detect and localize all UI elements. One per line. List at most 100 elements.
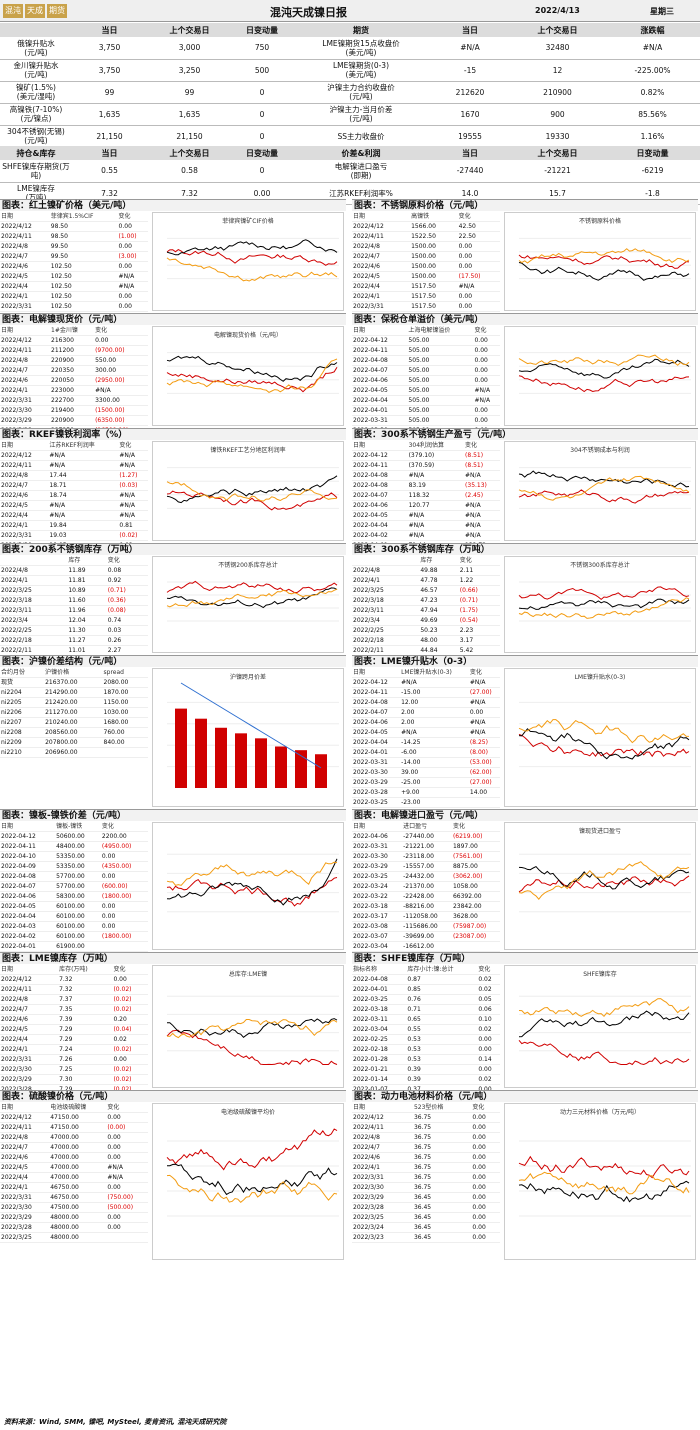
table-cell: 0.76 — [406, 994, 478, 1005]
table-cell: 0.00 — [468, 707, 500, 718]
table-cell: (3062.00) — [451, 871, 500, 882]
table-cell: 0.00 — [471, 1152, 500, 1163]
table-cell: 12.00 — [400, 697, 469, 708]
table-cell: 10.89 — [67, 585, 107, 596]
table-row: 2022/3/30 219400 (1500.00) — [0, 405, 148, 416]
series-line — [166, 249, 338, 266]
table-cell: 0.00 — [471, 1142, 500, 1153]
table-row: 2022-03-07 -39699.00 (23087.00) — [352, 931, 500, 942]
table-row: 2022/4/6 7.39 0.20 — [0, 1014, 148, 1025]
series-line — [166, 490, 338, 511]
table-row: 2022/4/4 102.50 #N/A — [0, 281, 148, 292]
table-cell: 0.00 — [106, 1132, 148, 1143]
table-row: 2022-04-08 505.00 0.00 — [352, 355, 500, 366]
table-cell: 2022/3/4 — [0, 615, 68, 626]
report-weekday: 星期三 — [650, 7, 674, 16]
table-cell: 760.00 — [102, 727, 148, 738]
table-row: 2022-03-29 -15557.00 8875.00 — [352, 861, 500, 872]
table-cell: 2022-04-07 — [352, 490, 408, 501]
series-line — [166, 257, 338, 282]
table-cell: 0.00 — [471, 1172, 500, 1183]
report-title: 混沌天成镍日报 — [270, 6, 347, 19]
table-header-cell: 库存 — [419, 556, 459, 566]
table-cell: 2022/4/7 — [0, 365, 51, 376]
series-line — [518, 875, 690, 893]
table-cell: 36.75 — [412, 1152, 472, 1163]
table-cell: 2022/3/30 — [0, 1202, 50, 1213]
panel-table: 日期 1#金川镍 变化 2022/4/12 216300 0.00 2022/4/11 211… — [0, 326, 148, 428]
table-cell: 0.53 — [406, 1034, 478, 1045]
table-cell: 2022/4/8 — [352, 565, 420, 576]
chart-title: 电解镍现货价格（元/吨） — [213, 332, 283, 339]
series-line — [518, 598, 690, 610]
table-cell: 2022/4/8 — [352, 1132, 413, 1143]
summary-cell: 500 — [232, 59, 292, 82]
summary-cell: -225.00% — [605, 59, 700, 82]
table-cell: 0.81 — [118, 520, 148, 531]
table-cell: #N/A — [464, 510, 500, 521]
table-cell: 0.02 — [112, 1034, 148, 1045]
table-header-cell: 江苏RKEF利润率 — [48, 441, 119, 451]
table-cell: 2022/3/28 — [0, 1084, 59, 1090]
panel-chart — [152, 822, 344, 950]
table-cell: 2022/4/4 — [0, 510, 49, 521]
table-header-cell: spread — [102, 668, 148, 678]
table-cell: 2022-04-11 — [352, 687, 401, 698]
table-row: 2022-04-11 -15.00 (27.00) — [352, 687, 500, 698]
table-cell: (0.02) — [112, 984, 148, 995]
table-cell: (8.51) — [464, 450, 500, 461]
table-cell: (0.02) — [112, 1064, 148, 1075]
chart-plot — [518, 853, 691, 913]
column-header: 当日 — [101, 25, 118, 35]
table-cell: 102.50 — [49, 301, 118, 312]
summary-cell: SHFE镍库存期货(万吨) — [0, 160, 72, 183]
table-cell: #N/A — [118, 460, 148, 471]
table-cell: 223000 — [50, 385, 95, 396]
summary-cell: LME镍期货15点收盘价 (美元/吨) — [292, 37, 430, 60]
table-row: 2022/4/8 220900 550.00 — [0, 355, 148, 366]
table-cell: 2022/4/6 — [0, 375, 51, 386]
table-header-cell: 日期 — [352, 326, 408, 336]
series-line — [166, 588, 338, 608]
table-cell: 17.44 — [48, 470, 119, 481]
table-row: 2022/3/30 7.25 (0.02) — [0, 1064, 148, 1075]
table-cell: 2022/3/30 — [0, 311, 50, 313]
chart-title: 电池级硫酸镍平均价 — [220, 1109, 275, 1116]
table-cell: 0.00 — [100, 911, 148, 922]
table-cell: 36.45 — [412, 1212, 472, 1223]
column-header: 价差&利润 — [341, 148, 381, 158]
table-cell: 2022/4/11 — [0, 345, 51, 356]
table-row: 2022/4/1 46750.00 0.00 — [0, 1182, 148, 1193]
table-cell: 505.00 — [407, 355, 474, 366]
panel-11: 图表：镍板-镍铁价差（元/吨） 日期 镍板-镍铁 变化 2022-04-12 50600.… — [0, 809, 346, 952]
table-cell: 2022-04-12 — [352, 335, 408, 346]
table-cell: 2022/4/8 — [0, 994, 59, 1005]
panel-table: 日期 进口盈亏 变化 2022-04-06 -27440.00 (6219.00) 2022… — [352, 822, 500, 952]
chart-plot — [518, 701, 691, 768]
table-cell: (7561.00) — [451, 851, 500, 862]
table-cell: 14.00 — [468, 787, 500, 798]
table-cell: #N/A — [464, 500, 500, 511]
table-header-cell: 304利润估算 — [407, 441, 465, 451]
report-date: 2022/4/13 — [535, 6, 580, 15]
table-header-cell: 日期 — [0, 1103, 50, 1113]
table-cell: 36.75 — [412, 1182, 472, 1193]
table-cell: 11.96 — [67, 605, 107, 616]
table-cell: (27.00) — [468, 777, 500, 788]
table-cell: 2022/3/31 — [0, 1192, 50, 1203]
table-cell: #N/A — [48, 450, 119, 461]
series-line — [518, 375, 690, 393]
table-cell: 2022/4/1 — [0, 291, 50, 302]
table-cell: 2022-04-11 — [0, 841, 56, 852]
table-cell: 0.00 — [473, 405, 500, 416]
table-cell: 1517.50 — [410, 311, 458, 313]
table-cell: 18.71 — [48, 480, 119, 491]
chart-title: LME镍升贴水(0-3) — [574, 674, 626, 681]
table-row: 2022/4/6 102.50 0.00 — [0, 261, 148, 272]
table-cell: 83.19 — [407, 480, 465, 491]
table-cell: 0.00 — [457, 261, 500, 272]
table-header-cell: 变化 — [106, 1103, 148, 1113]
table-cell: 2022/3/25 — [0, 585, 68, 596]
table-row: 2022/3/30 47500.00 (500.00) — [0, 1202, 148, 1213]
chart-title: 不锈钢200系库存总计 — [218, 562, 278, 569]
